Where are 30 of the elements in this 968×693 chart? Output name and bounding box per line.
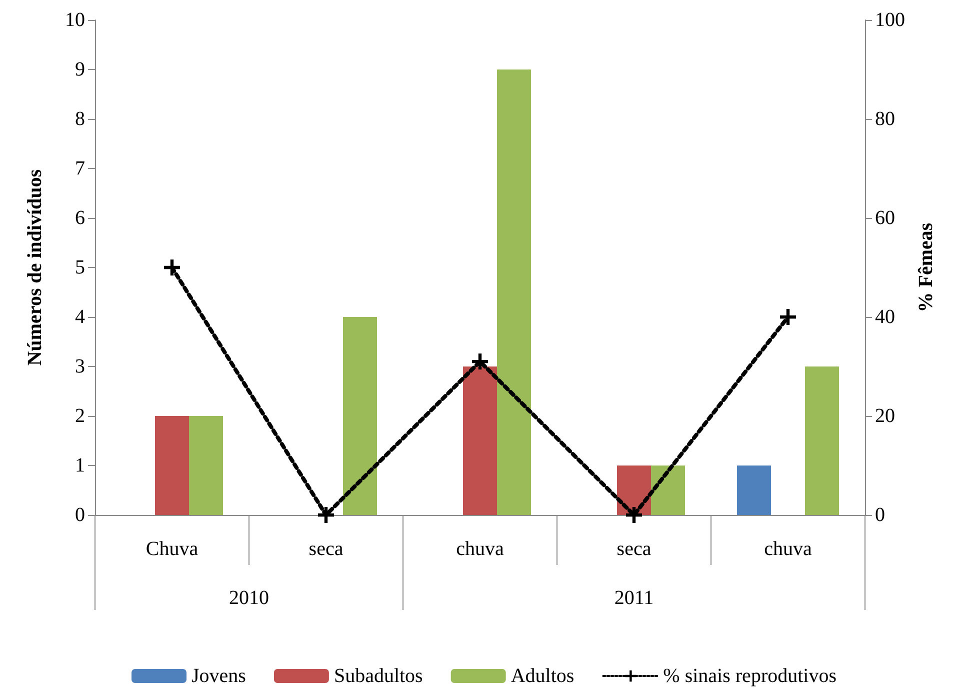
x-tick-label: seca [308,538,344,560]
legend-label: Adultos [510,665,574,687]
y2-tick-label: 60 [875,207,895,229]
y-tick-label: 8 [75,108,85,130]
x-tick-label: seca [616,538,652,560]
y-tick-label: 4 [75,306,85,328]
y2-tick-label: 80 [875,108,895,130]
y-tick-label: 10 [65,9,85,31]
y-tick-label: 9 [75,58,85,80]
legend-label: Subadultos [334,665,424,687]
y2-tick-label: 0 [875,504,885,526]
y2-tick-label: 100 [875,9,905,31]
y-tick-label: 5 [75,256,85,278]
y2-axis-title: % Fêmeas [914,222,937,312]
y-tick-label: 1 [75,454,85,476]
y-tick-label: 2 [75,405,85,427]
y2-tick-label: 20 [875,405,895,427]
y-tick-label: 7 [75,158,85,180]
y2-tick-label: 40 [875,306,895,328]
x-tick-label: Chuva [146,538,198,560]
y-tick-label: 0 [75,504,85,526]
text: 2011 [614,587,654,609]
legend-label: Jovens [192,665,246,687]
legend-label: % sinais reprodutivos [663,665,837,687]
y-tick-label: 3 [75,356,85,378]
text: 2010 [229,587,269,609]
y-axis-title: Números de indivíduos [24,169,46,366]
x-tick-label: chuva [456,538,504,560]
y-tick-label: 6 [75,207,85,229]
x-tick-label: chuva [764,538,812,560]
